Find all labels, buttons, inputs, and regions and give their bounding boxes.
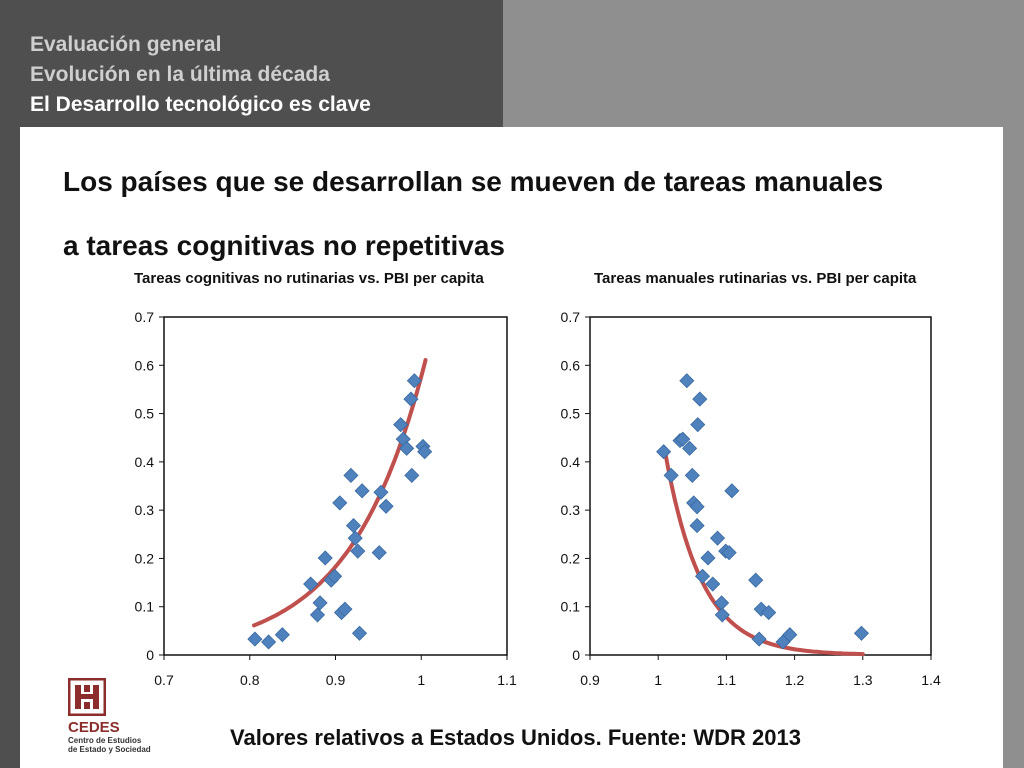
y-tick-label: 0.1: [135, 599, 155, 615]
chart-manual-tasks: 0 0.1 0.2 0.3 0.4 0.5 0.6 0.7 0.9 1 1.1 1.2 1.3 1.4: [561, 309, 941, 688]
x-tick-label: 1.3: [853, 672, 873, 688]
data-point: [714, 607, 730, 623]
cedes-logo: CEDES Centro de Estudios de Estado y Soc…: [67, 677, 188, 754]
data-point: [373, 484, 389, 500]
x-tick-label: 0.7: [154, 672, 174, 688]
data-point: [393, 417, 409, 433]
data-point: [690, 417, 706, 433]
header-grey-band: [503, 0, 1024, 130]
y-tick-label: 0.7: [561, 309, 581, 325]
data-point: [689, 499, 705, 515]
data-point: [782, 627, 798, 643]
y-tick-label: 0.1: [561, 599, 581, 615]
y-tick-label: 0.3: [135, 502, 155, 518]
data-point: [399, 440, 415, 456]
data-point: [656, 444, 672, 460]
x-tick-label: 1.1: [717, 672, 737, 688]
y-tick-label: 0.5: [135, 406, 155, 422]
data-point: [675, 431, 691, 447]
data-point: [406, 373, 422, 389]
data-point: [709, 530, 726, 546]
plot-area: [163, 316, 508, 656]
x-tick-label: 0.9: [580, 672, 600, 688]
data-point: [724, 483, 740, 499]
data-point: [694, 568, 711, 584]
x-tick-label: 1.4: [921, 672, 941, 688]
data-point: [351, 625, 368, 641]
heading-line-2: a tareas cognitivas no repetitivas: [63, 230, 505, 261]
nav-item-evolucion[interactable]: Evolución en la última década: [30, 63, 330, 86]
data-point: [417, 444, 433, 460]
cedes-logo-mark: [67, 677, 107, 717]
y-tick-label: 0.2: [561, 550, 581, 566]
y-tick-label: 0.7: [135, 309, 155, 325]
data-point: [663, 467, 679, 483]
data-point: [343, 467, 359, 483]
data-point: [684, 467, 700, 483]
x-tick-label: 0.9: [326, 672, 346, 688]
x-tick-label: 0.8: [240, 672, 260, 688]
logo-subtitle-1: Centro de Estudios: [68, 736, 142, 745]
data-point: [692, 391, 708, 407]
y-tick-label: 0.6: [561, 357, 581, 373]
data-point: [303, 576, 319, 592]
y-tick-label: 0.4: [561, 454, 581, 470]
data-point: [404, 467, 420, 483]
data-point: [371, 545, 387, 561]
data-point: [261, 634, 277, 650]
data-point: [247, 631, 263, 647]
data-point: [705, 576, 721, 592]
logo-name: CEDES: [68, 719, 120, 736]
x-tick-label: 1.2: [785, 672, 805, 688]
data-point: [721, 545, 737, 561]
data-point: [337, 601, 353, 617]
header-dark-band: [0, 0, 503, 130]
data-point: [748, 572, 764, 588]
chart-cognitive-tasks: 0 0.1 0.2 0.3 0.4 0.5 0.6 0.7 0.7 0.8 0.9 1 1.1: [135, 309, 517, 688]
slide-heading: Los países que se desarrollan se mueven …: [63, 150, 983, 278]
data-point: [274, 627, 290, 643]
nav-item-evaluacion[interactable]: Evaluación general: [30, 33, 222, 56]
data-point: [309, 607, 326, 623]
y-tick-label: 0.4: [135, 454, 155, 470]
y-tick-label: 0: [146, 647, 154, 663]
data-point: [689, 518, 705, 534]
data-point: [403, 391, 419, 407]
data-point: [332, 495, 348, 511]
logo-subtitle-2: de Estado y Sociedad: [68, 745, 151, 754]
chart-2-title: Tareas manuales rutinarias vs. PBI per c…: [594, 270, 917, 287]
left-side-strip: [0, 127, 20, 768]
x-tick-label: 1.1: [497, 672, 517, 688]
plot-area: [589, 316, 932, 656]
data-point: [347, 530, 363, 546]
data-point: [853, 625, 870, 641]
y-tick-label: 0.5: [561, 406, 581, 422]
y-tick-label: 0.6: [135, 357, 155, 373]
data-point: [350, 543, 366, 559]
data-point: [312, 595, 328, 611]
chart-1-title: Tareas cognitivas no rutinarias vs. PBI …: [134, 270, 484, 287]
y-tick-label: 0.3: [561, 502, 581, 518]
section-nav: Evaluación general Evolución en la últim…: [30, 30, 371, 120]
data-point: [354, 483, 370, 499]
data-point: [679, 373, 695, 389]
heading-line-1: Los países que se desarrollan se mueven …: [63, 166, 884, 197]
data-point: [378, 498, 394, 514]
y-tick-label: 0.2: [135, 550, 155, 566]
data-point: [327, 568, 343, 584]
trend-line: [252, 358, 428, 628]
y-tick-label: 0: [572, 647, 580, 663]
source-note: Valores relativos a Estados Unidos. Fuen…: [230, 725, 801, 750]
data-point: [682, 440, 698, 456]
x-tick-label: 1: [654, 672, 662, 688]
x-tick-label: 1: [417, 672, 425, 688]
right-side-strip: [1003, 127, 1024, 768]
data-point: [761, 604, 777, 621]
nav-item-desarrollo[interactable]: El Desarrollo tecnológico es clave: [30, 93, 371, 116]
data-point: [751, 631, 767, 647]
data-point: [317, 550, 333, 566]
data-point: [700, 550, 716, 566]
